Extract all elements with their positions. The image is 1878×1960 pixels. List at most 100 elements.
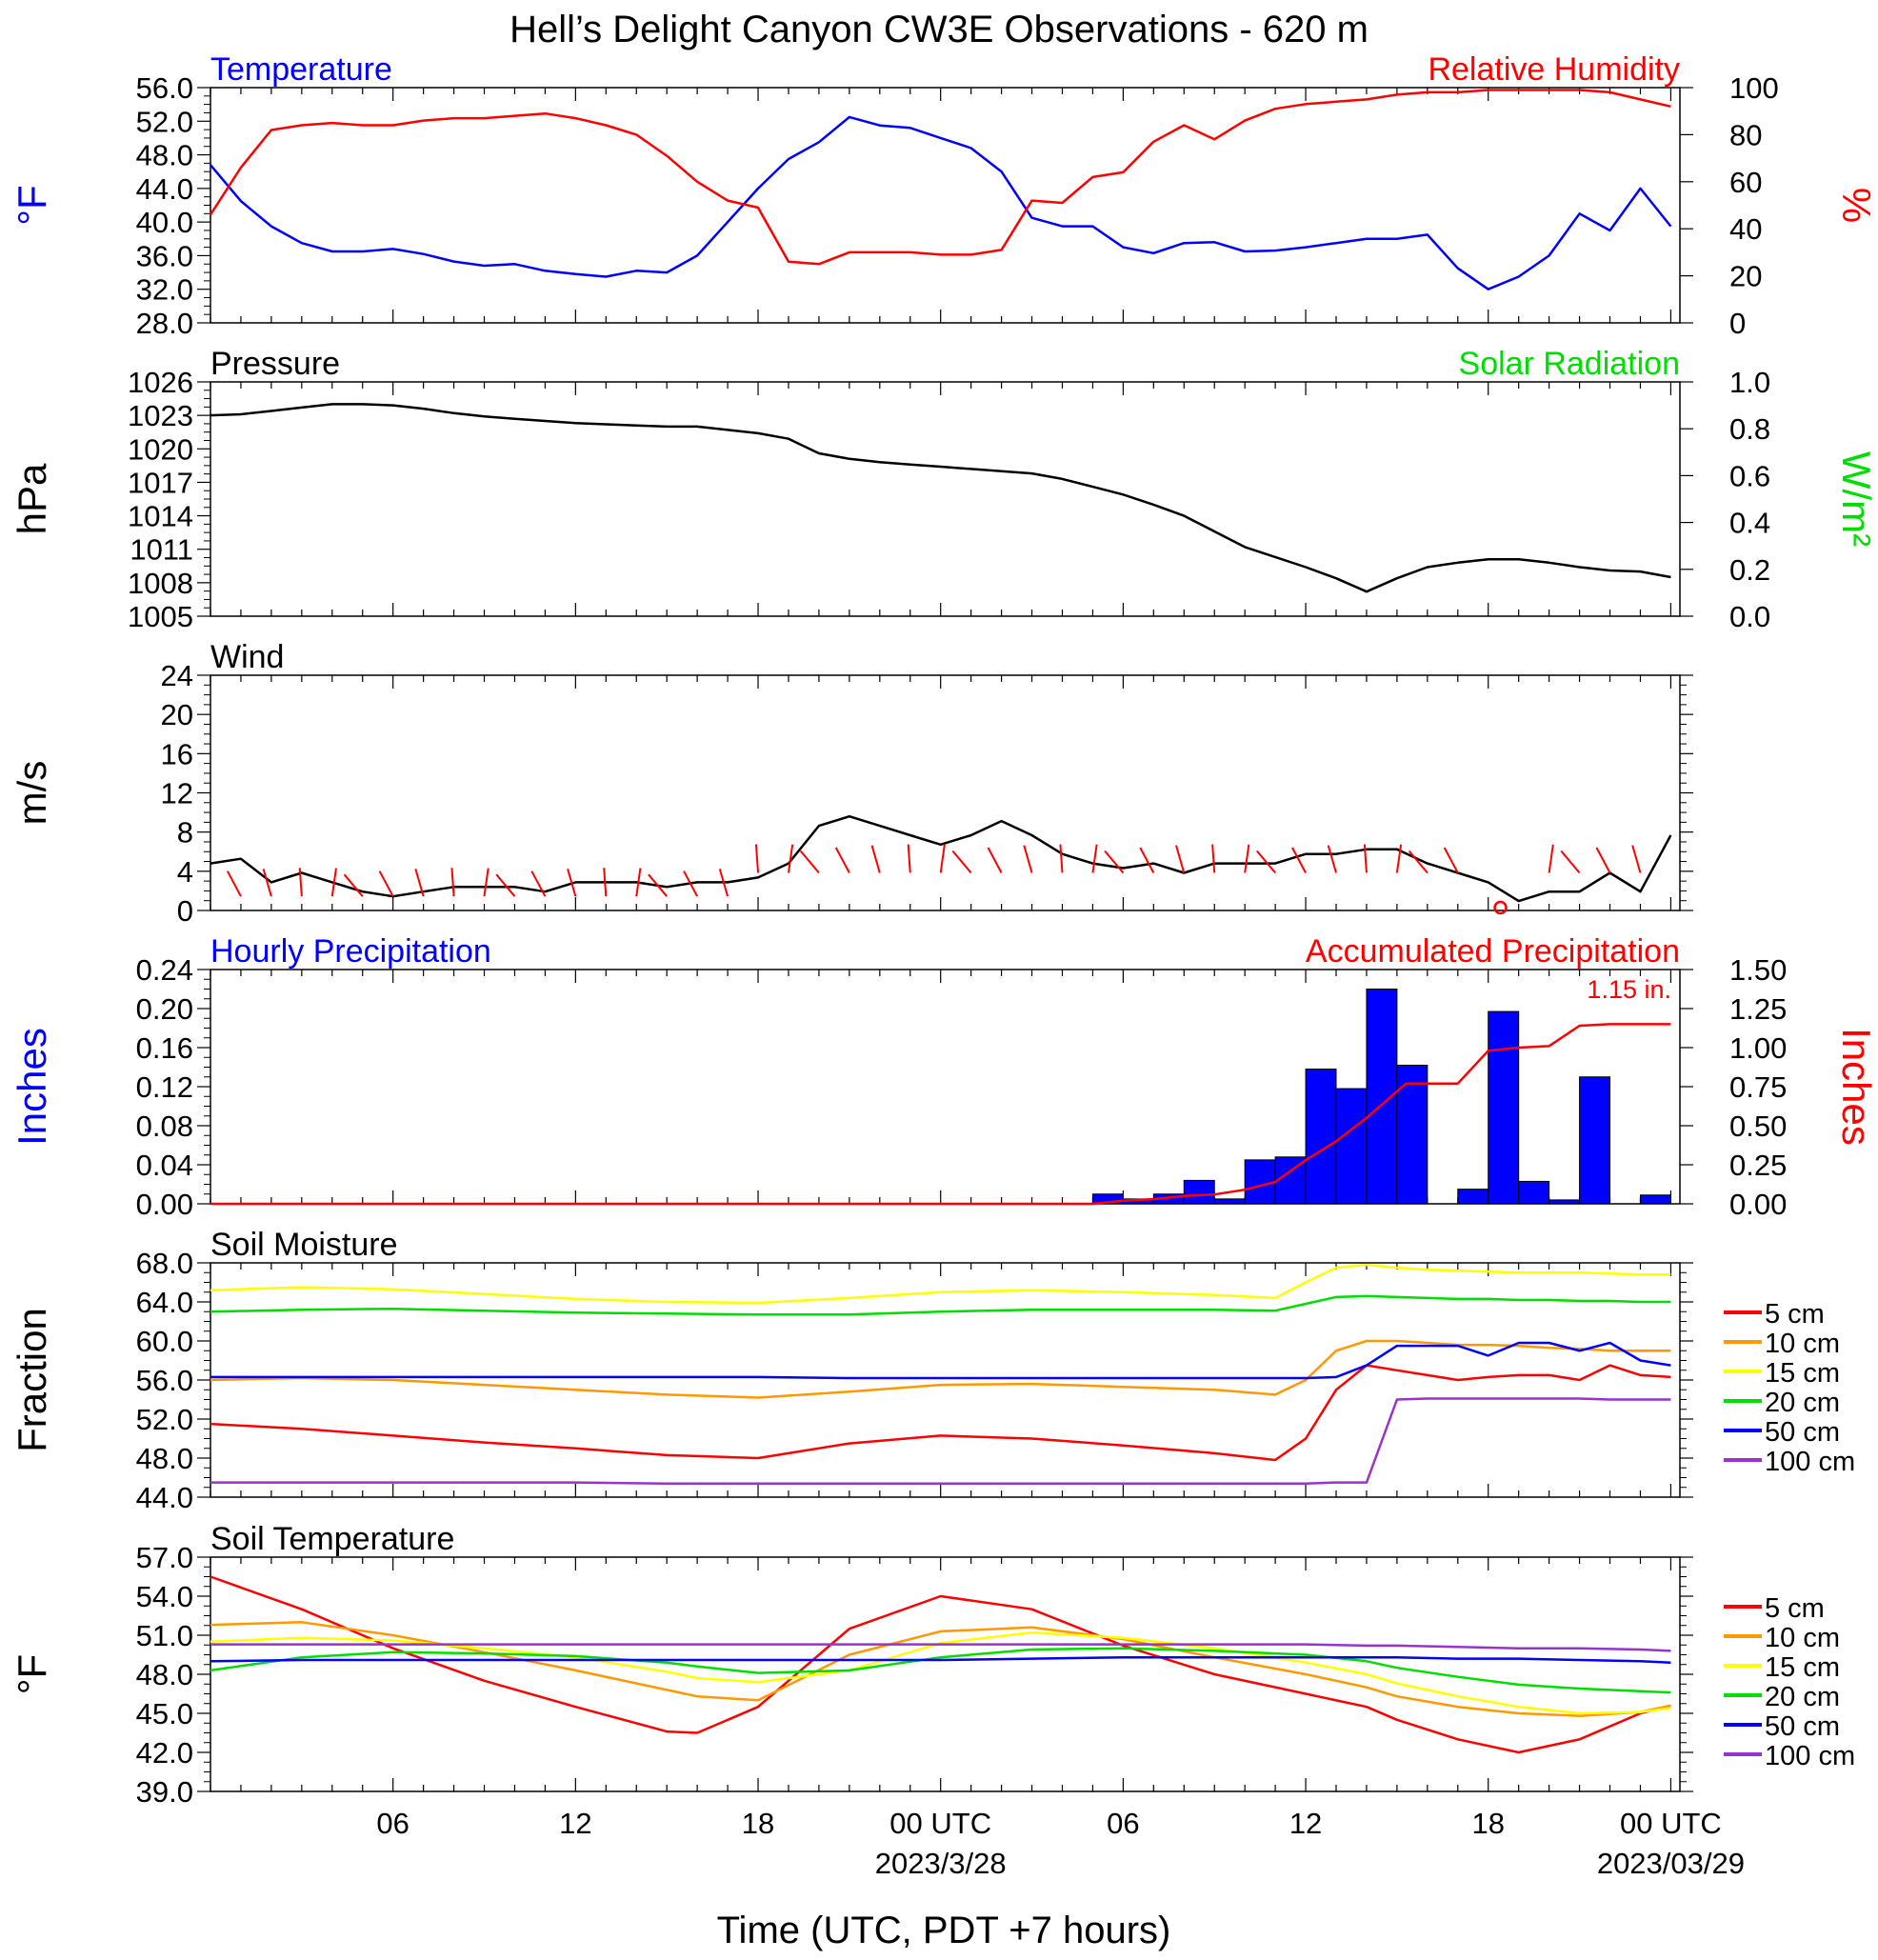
y-tick-label: 52.0 (136, 1403, 193, 1436)
wind-barb (226, 870, 242, 897)
plot-frame (210, 87, 1681, 324)
y-tick-label: 51.0 (136, 1619, 193, 1652)
series-line-5-cm (210, 1575, 1671, 1754)
wind-barb (683, 870, 699, 897)
wind-barb (1560, 850, 1581, 874)
wind-barb (1139, 847, 1155, 873)
y-axis-label: °F (10, 185, 54, 225)
y-tick-label-right: 0.0 (1729, 600, 1770, 633)
series-line-relative-humidity (209, 89, 1671, 266)
y-tick-label: 20 (161, 698, 193, 731)
x-tick-label: 06 (376, 1807, 409, 1840)
panel-5: 57.0 54.0 51.0 48.0 45.0 42.0 39.0 Soil Tempera… (10, 1521, 1855, 1809)
wind-barb (483, 868, 489, 897)
series-line-wind (210, 814, 1672, 903)
wind-barb (1363, 844, 1368, 873)
y-tick-label: 0 (177, 894, 193, 928)
legend-label: 100 cm (1765, 1741, 1855, 1771)
legend-label: 100 cm (1765, 1447, 1855, 1477)
wind-barb (1023, 845, 1033, 873)
y-tick-label: 4 (177, 855, 193, 889)
y-tick-label: 1014 (128, 500, 193, 533)
series-line-accumulated-precipitation (210, 1023, 1671, 1206)
precip-bar (1639, 1194, 1671, 1205)
wind-barb (635, 868, 642, 897)
y-tick-label: 0.04 (136, 1149, 193, 1182)
precip-bar (1183, 1179, 1215, 1205)
legend-label: 10 cm (1765, 1329, 1840, 1359)
y-tick-label: 40.0 (136, 206, 193, 239)
wind-barb (799, 850, 820, 874)
y-axis-label: Fraction (10, 1308, 54, 1452)
y-tick-label: 64.0 (136, 1286, 193, 1319)
y-tick-label: 12 (161, 777, 193, 810)
wind-barb (1175, 845, 1186, 873)
y-tick-label-right: 0.4 (1729, 507, 1770, 540)
wind-barb (648, 873, 668, 897)
series-line-20-cm (210, 1647, 1671, 1694)
wind-barb (1104, 850, 1125, 874)
wind-barb (1548, 844, 1554, 873)
x-tick-label: 06 (1107, 1807, 1139, 1840)
wind-barb (987, 847, 1003, 873)
y-tick-label: 1020 (128, 432, 193, 466)
series-line-10-cm (210, 1621, 1671, 1717)
y-axis-label: hPa (10, 463, 54, 534)
plot-frame (210, 674, 1681, 911)
y-tick-label-right: 1.0 (1729, 366, 1770, 399)
wind-barb (1211, 844, 1216, 873)
x-date-label: 2023/3/28 (875, 1847, 1007, 1880)
legend-label: 50 cm (1765, 1417, 1840, 1448)
y-tick-label-right: 100 (1729, 71, 1779, 105)
y-tick-label: 57.0 (136, 1541, 193, 1574)
precip-bar (1335, 1088, 1368, 1205)
wind-barb (870, 845, 881, 873)
y-tick-label-right: 1.00 (1729, 1031, 1787, 1065)
legend-label: 5 cm (1765, 1299, 1825, 1330)
y-tick-label: 0.00 (136, 1188, 193, 1221)
y-tick-label: 24 (161, 659, 193, 692)
wind-barb (834, 847, 850, 873)
legend-label: 10 cm (1765, 1623, 1840, 1653)
y-tick-label-right: 40 (1729, 212, 1762, 246)
y-tick-label-right: 0.75 (1729, 1070, 1787, 1104)
wind-barb (262, 869, 272, 897)
legend-label: 20 cm (1765, 1388, 1840, 1418)
wind-barb (603, 868, 608, 897)
panels: 56.052.048.044.040.036.032.028.010080604… (10, 51, 1878, 1880)
y-tick-label: 0.12 (136, 1070, 193, 1104)
wind-barb (1244, 844, 1250, 873)
y-axis-label: °F (10, 1654, 54, 1694)
y-tick-label-right: 1.25 (1729, 992, 1787, 1026)
wind-barb (530, 870, 547, 897)
y-tick-label-right: 20 (1729, 260, 1762, 293)
y-tick-label: 44.0 (136, 172, 193, 206)
y-tick-label: 45.0 (136, 1697, 193, 1730)
panel-title: Temperature (210, 51, 392, 88)
wind-barb (343, 873, 364, 897)
x-tick-label: 12 (559, 1807, 591, 1840)
y-tick-label-right: 0.6 (1729, 459, 1770, 492)
wind-barb (1395, 844, 1403, 873)
wind-barb (298, 868, 303, 897)
series-line-20-cm (210, 1294, 1671, 1316)
y-tick-label: 0.24 (136, 953, 193, 987)
plot-frame (210, 381, 1681, 617)
wind-barb (1091, 844, 1098, 873)
precip-bar (1244, 1159, 1276, 1205)
panel-title: Soil Moisture (210, 1227, 398, 1263)
wind-barb (907, 844, 911, 873)
series-line-15-cm (210, 1631, 1671, 1715)
y-tick-label: 0.16 (136, 1031, 193, 1065)
precip-bar (1518, 1180, 1550, 1205)
wind-barb (1059, 844, 1064, 873)
legend-label: 50 cm (1765, 1711, 1840, 1742)
y-tick-label: 1026 (128, 366, 193, 399)
y-tick-label-right: 0.8 (1729, 412, 1770, 446)
y-tick-label: 1017 (128, 466, 193, 499)
x-date-label: 2023/03/29 (1597, 1847, 1745, 1880)
legend-label: 5 cm (1765, 1593, 1825, 1624)
wind-barb (378, 870, 394, 897)
wind-barb (450, 868, 455, 897)
